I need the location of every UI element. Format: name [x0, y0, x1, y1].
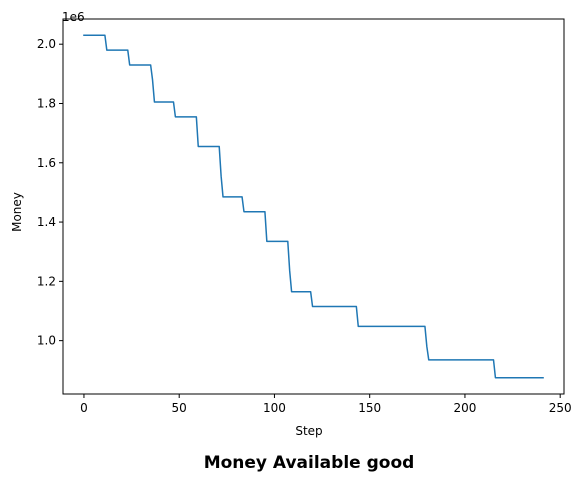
- x-tick-label: 0: [80, 401, 88, 415]
- x-tick-label: 250: [549, 401, 572, 415]
- x-axis-label: Step: [295, 424, 322, 438]
- y-tick-label: 1.0: [37, 334, 56, 348]
- y-tick-label: 1.4: [37, 215, 56, 229]
- chart-title: Money Available good: [204, 453, 415, 473]
- x-tick-label: 100: [263, 401, 286, 415]
- y-axis-label: Money: [10, 192, 24, 232]
- y-tick-label: 1.8: [37, 96, 56, 110]
- x-tick-label: 200: [453, 401, 476, 415]
- y-tick-label: 2.0: [37, 37, 56, 51]
- x-tick-label: 150: [358, 401, 381, 415]
- y-tick-label: 1.6: [37, 156, 56, 170]
- y-tick-label: 1.2: [37, 274, 56, 288]
- y-offset-label: 1e6: [62, 10, 85, 24]
- x-tick-label: 50: [172, 401, 187, 415]
- axes-frame: [62, 18, 565, 395]
- series-line: [83, 34, 544, 379]
